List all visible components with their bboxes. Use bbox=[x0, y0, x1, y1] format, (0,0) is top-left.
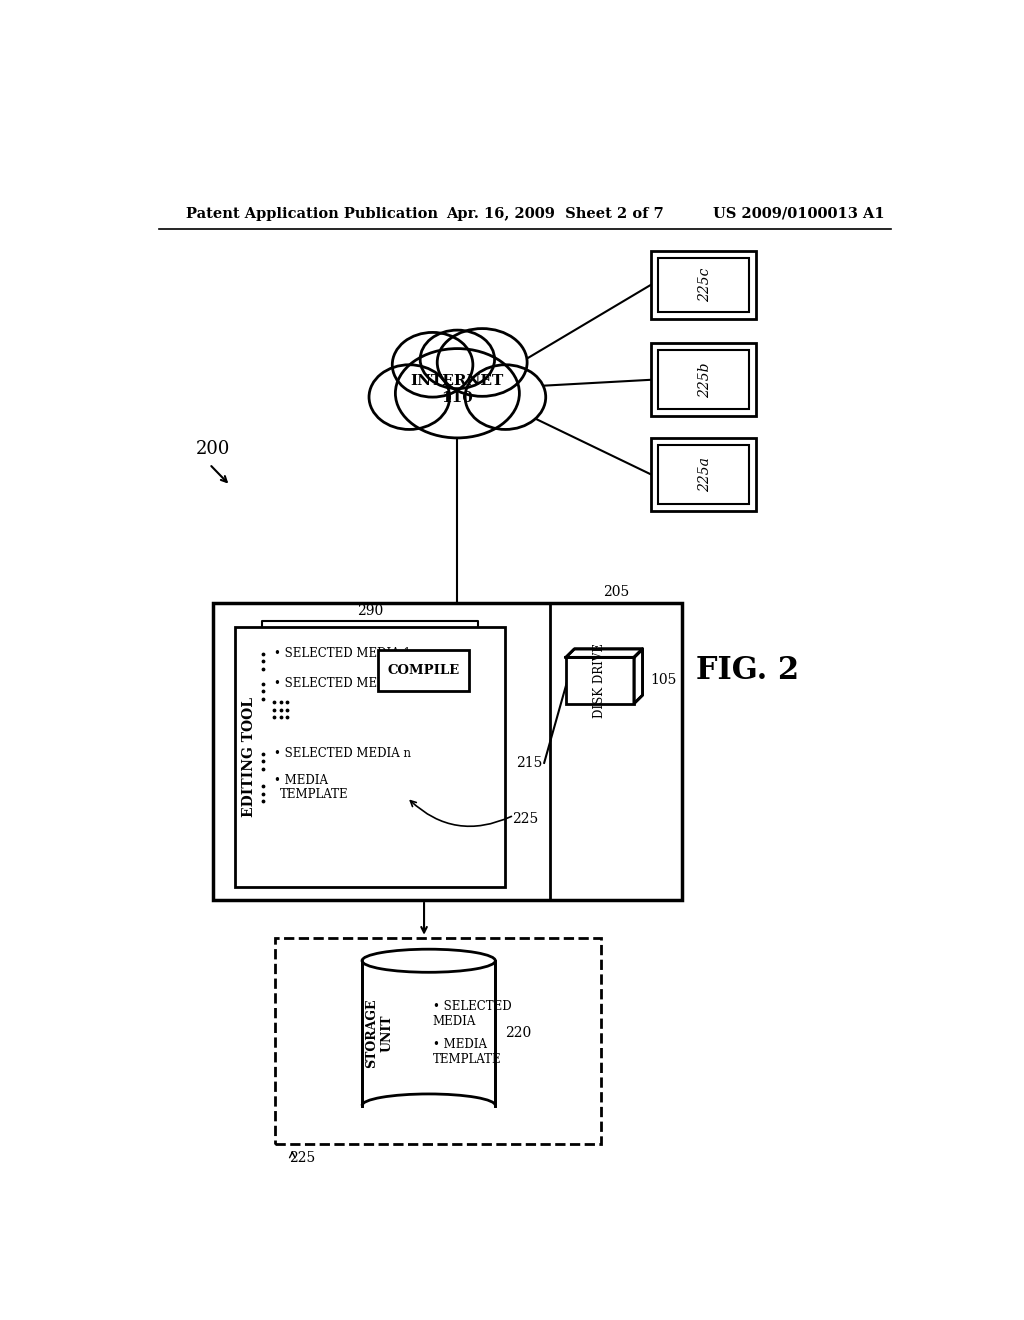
Text: 290: 290 bbox=[356, 605, 383, 618]
Text: DISK DRIVE: DISK DRIVE bbox=[594, 643, 606, 718]
Text: • SELECTED
MEDIA: • SELECTED MEDIA bbox=[432, 999, 511, 1028]
Bar bbox=[651, 343, 756, 416]
Bar bbox=[275, 937, 601, 1144]
Text: US 2009/0100013 A1: US 2009/0100013 A1 bbox=[713, 207, 885, 220]
Polygon shape bbox=[566, 649, 643, 657]
Text: • SELECTED MEDIA n: • SELECTED MEDIA n bbox=[273, 747, 411, 760]
Text: • MEDIA
TEMPLATE: • MEDIA TEMPLATE bbox=[432, 1039, 501, 1067]
Text: 225c: 225c bbox=[698, 268, 712, 302]
Text: 225: 225 bbox=[512, 812, 539, 826]
Bar bbox=[378, 649, 469, 692]
Text: STORAGE
UNIT: STORAGE UNIT bbox=[366, 998, 393, 1068]
Text: Apr. 16, 2009  Sheet 2 of 7: Apr. 16, 2009 Sheet 2 of 7 bbox=[445, 207, 664, 220]
Text: FIG. 2: FIG. 2 bbox=[696, 655, 800, 686]
Text: • MEDIA: • MEDIA bbox=[273, 774, 328, 787]
Ellipse shape bbox=[437, 329, 527, 396]
Text: 215: 215 bbox=[516, 756, 543, 770]
Bar bbox=[213, 603, 682, 900]
Ellipse shape bbox=[465, 364, 546, 429]
Text: 225b: 225b bbox=[698, 362, 712, 397]
Bar bbox=[566, 657, 634, 704]
Text: 205: 205 bbox=[603, 585, 630, 599]
Polygon shape bbox=[634, 649, 643, 704]
Ellipse shape bbox=[362, 949, 496, 973]
Bar bbox=[234, 627, 505, 887]
Text: 225a: 225a bbox=[698, 457, 712, 492]
Text: COMPILE: COMPILE bbox=[387, 664, 460, 677]
Text: EDITING TOOL: EDITING TOOL bbox=[242, 697, 256, 817]
Text: 225: 225 bbox=[289, 1151, 315, 1164]
Bar bbox=[362, 961, 496, 1106]
Bar bbox=[658, 445, 749, 504]
Bar bbox=[658, 350, 749, 409]
Ellipse shape bbox=[395, 348, 519, 438]
Text: 220: 220 bbox=[505, 1026, 530, 1040]
Text: TEMPLATE: TEMPLATE bbox=[280, 788, 348, 801]
Ellipse shape bbox=[392, 333, 473, 397]
Text: Patent Application Publication: Patent Application Publication bbox=[186, 207, 438, 220]
Text: • SELECTED MEDIA 1: • SELECTED MEDIA 1 bbox=[273, 647, 411, 660]
Bar bbox=[658, 257, 749, 312]
Ellipse shape bbox=[369, 364, 450, 429]
Text: 200: 200 bbox=[197, 441, 230, 458]
Ellipse shape bbox=[420, 330, 495, 388]
Text: INTERNET
110: INTERNET 110 bbox=[411, 374, 504, 405]
Text: • SELECTED MEDIA 2: • SELECTED MEDIA 2 bbox=[273, 677, 411, 690]
Text: 105: 105 bbox=[650, 673, 677, 688]
Bar bbox=[651, 438, 756, 511]
Bar bbox=[651, 251, 756, 318]
